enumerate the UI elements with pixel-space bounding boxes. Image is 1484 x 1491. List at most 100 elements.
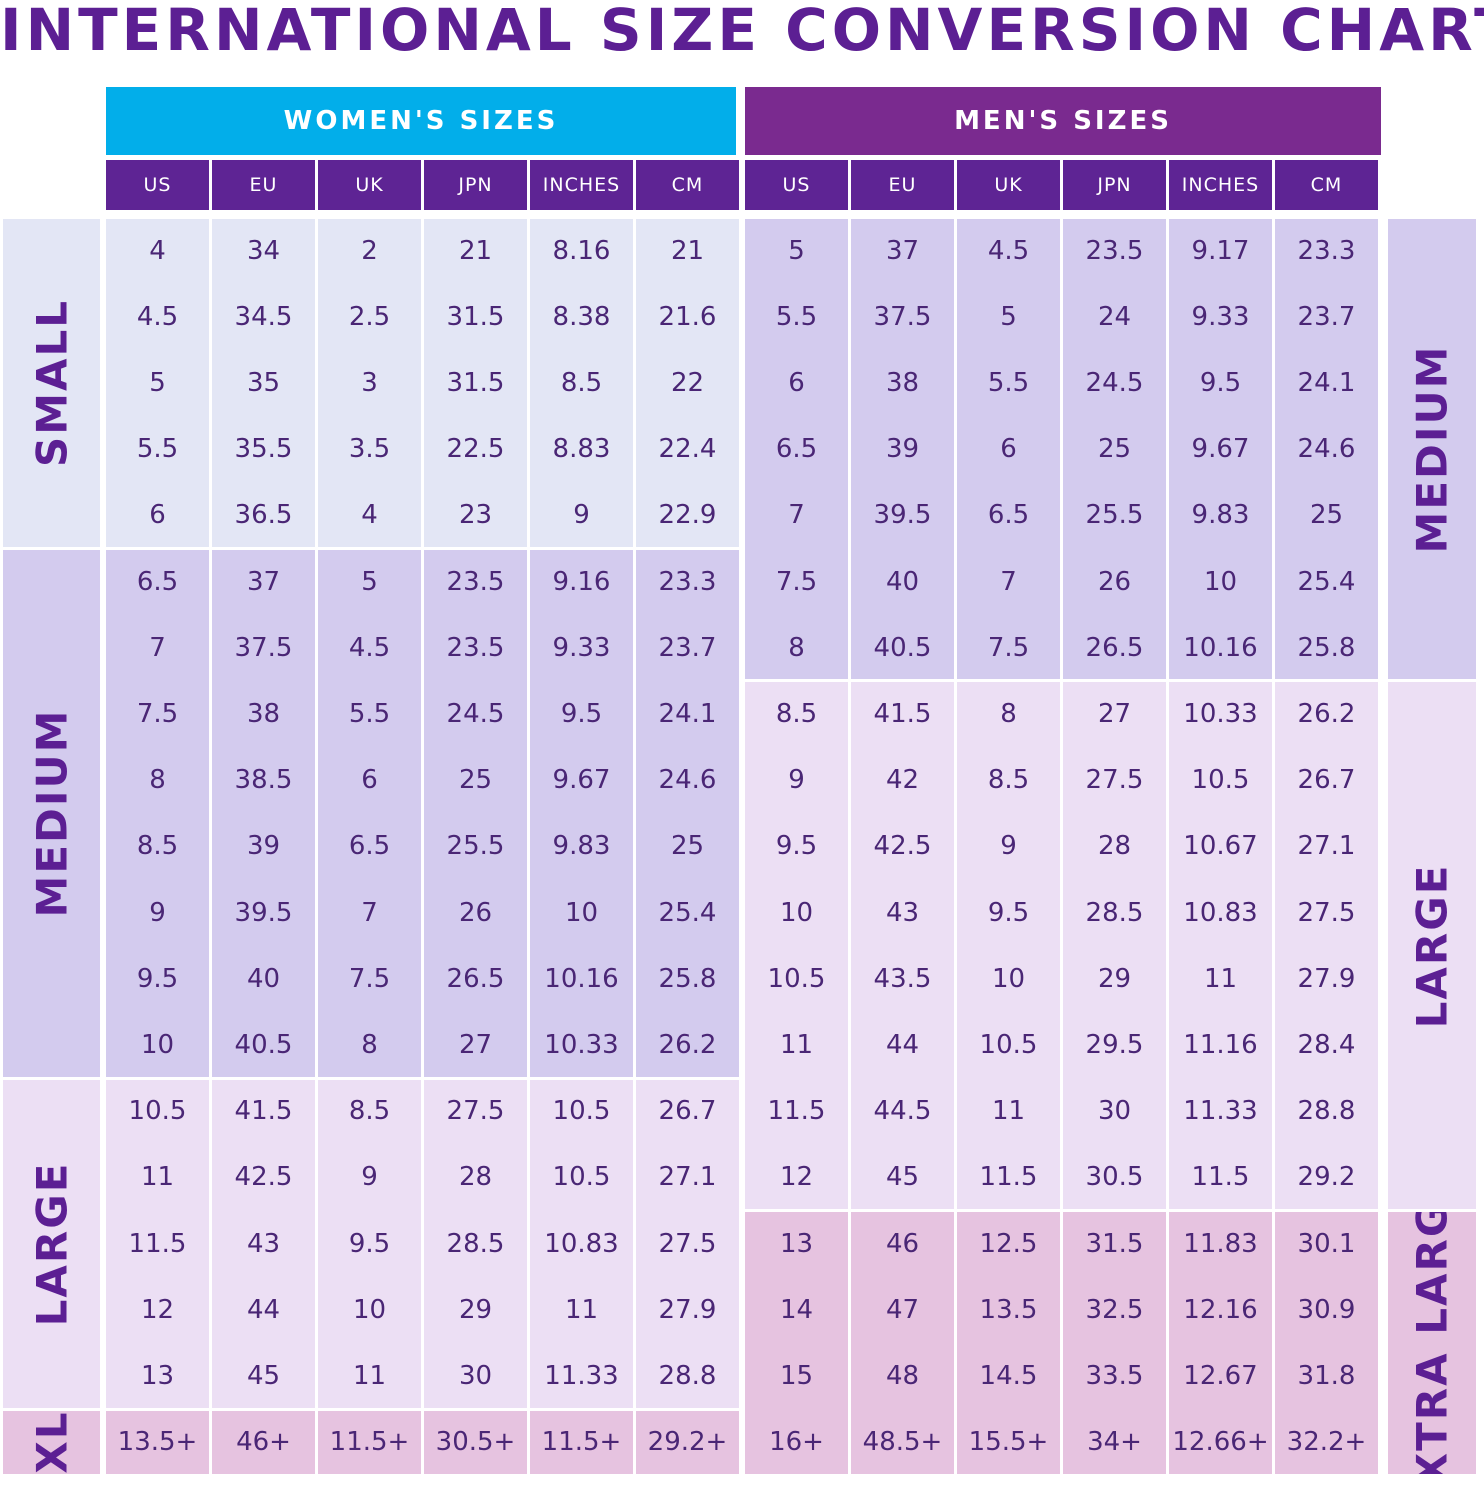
womens-column-header-uk: UK: [318, 160, 421, 210]
mens-cell-eu: 47: [885, 1294, 920, 1325]
mens-cell-jpn: 27: [1097, 698, 1132, 729]
womens-cell-us: 11: [140, 1162, 175, 1193]
womens-cell-uk: 11.5+: [329, 1427, 410, 1458]
mens-cell-eu: 40: [885, 566, 920, 597]
womens-column-header-inches: INCHES: [530, 160, 633, 210]
mens-cell-jpn: 30: [1097, 1096, 1132, 1127]
womens-band-xl-bg: [212, 1410, 315, 1474]
mens-cell-uk: 10: [991, 963, 1026, 994]
mens-band-xl-bg: [1063, 1212, 1166, 1474]
womens-cell-eu: 42.5: [234, 1162, 293, 1193]
womens-cell-uk: 8.5: [348, 1096, 391, 1127]
womens-cell-inches: 10.5: [552, 1162, 611, 1193]
band-label-text: XL: [27, 1410, 76, 1474]
womens-band-small-bg: [318, 219, 421, 547]
mens-cell-eu: 48: [885, 1360, 920, 1391]
womens-cell-eu: 35.5: [234, 434, 293, 465]
womens-cell-eu: 37: [246, 566, 281, 597]
mens-cell-inches: 12.67: [1183, 1360, 1258, 1391]
womens-cell-cm: 25: [670, 831, 705, 862]
womens-band-label-large: LARGE: [3, 1079, 100, 1408]
womens-cell-eu: 41.5: [234, 1096, 293, 1127]
mens-cell-us: 14: [779, 1294, 814, 1325]
mens-cell-inches: 10.33: [1183, 698, 1258, 729]
mens-cell-inches: 9.83: [1191, 500, 1250, 531]
mens-cell-uk: 8: [1000, 698, 1017, 729]
womens-cell-cm: 22.4: [658, 434, 717, 465]
mens-column-header-cm: CM: [1275, 160, 1378, 210]
mens-cell-jpn: 29.5: [1085, 1029, 1144, 1060]
womens-cell-us: 13.5+: [117, 1427, 198, 1458]
mens-cell-us: 9.5: [775, 831, 818, 862]
womens-cell-inches: 9.33: [552, 632, 611, 663]
womens-cell-eu: 36.5: [234, 500, 293, 531]
mens-cell-jpn: 30.5: [1085, 1162, 1144, 1193]
mens-cell-us: 8.5: [775, 698, 818, 729]
womens-cell-us: 8: [149, 765, 166, 796]
mens-cell-eu: 37: [885, 235, 920, 266]
mens-cell-eu: 44.5: [873, 1096, 932, 1127]
womens-cell-cm: 23.3: [658, 566, 717, 597]
mens-cell-inches: 11.33: [1183, 1096, 1258, 1127]
mens-band-large-bg: [1063, 682, 1166, 1209]
mens-cell-cm: 28.4: [1297, 1029, 1356, 1060]
womens-column-header-cm: CM: [636, 160, 739, 210]
womens-band-large-bg: [106, 1079, 209, 1408]
band-label-text: MEDIUM: [1407, 344, 1457, 554]
womens-band-large-bg: [212, 1079, 315, 1408]
band-label-text: SMALL: [27, 298, 76, 468]
womens-band-medium-bg: [106, 550, 209, 1077]
mens-cell-cm: 26.7: [1297, 765, 1356, 796]
womens-band-xl-bg: [636, 1410, 739, 1474]
mens-band-medium-bg: [1169, 219, 1272, 680]
womens-band-large-bg: [318, 1079, 421, 1408]
womens-cell-jpn: 30: [458, 1360, 493, 1391]
mens-cell-uk: 12.5: [979, 1228, 1038, 1259]
mens-column-header-inches: INCHES: [1169, 160, 1272, 210]
womens-cell-jpn: 24.5: [446, 698, 505, 729]
mens-cell-inches: 9.17: [1191, 235, 1250, 266]
band-label-text: EXTRA LARGE: [1407, 1212, 1457, 1474]
mens-cell-cm: 23.7: [1297, 301, 1356, 332]
womens-cell-uk: 10: [352, 1294, 387, 1325]
womens-band-label-medium: MEDIUM: [3, 550, 100, 1077]
mens-cell-inches: 11.16: [1183, 1029, 1258, 1060]
womens-cell-inches: 8.5: [560, 367, 603, 398]
mens-cell-uk: 14.5: [979, 1360, 1038, 1391]
womens-cell-inches: 9.83: [552, 831, 611, 862]
womens-cell-inches: 8.16: [552, 235, 611, 266]
mens-cell-eu: 42: [885, 765, 920, 796]
womens-cell-eu: 43: [246, 1228, 281, 1259]
mens-cell-us: 6: [788, 367, 805, 398]
womens-cell-us: 10: [140, 1029, 175, 1060]
womens-cell-us: 9.5: [136, 963, 179, 994]
womens-cell-jpn: 23: [458, 500, 493, 531]
mens-cell-inches: 9.33: [1191, 301, 1250, 332]
womens-cell-uk: 5.5: [348, 698, 391, 729]
womens-cell-jpn: 31.5: [446, 301, 505, 332]
womens-cell-uk: 7: [361, 897, 378, 928]
mens-cell-us: 6.5: [775, 434, 818, 465]
womens-band-large-bg: [636, 1079, 739, 1408]
womens-cell-uk: 5: [361, 566, 378, 597]
mens-cell-us: 13: [779, 1228, 814, 1259]
womens-cell-eu: 40: [246, 963, 281, 994]
womens-cell-uk: 6: [361, 765, 378, 796]
mens-band-medium-bg: [1275, 219, 1378, 680]
mens-cell-us: 16+: [769, 1427, 824, 1458]
mens-cell-cm: 29.2: [1297, 1162, 1356, 1193]
womens-cell-inches: 9: [573, 500, 590, 531]
mens-cell-uk: 6.5: [987, 500, 1030, 531]
mens-column-header-us: US: [745, 160, 848, 210]
womens-cell-uk: 2.5: [348, 301, 391, 332]
womens-cell-uk: 9.5: [348, 1228, 391, 1259]
mens-band-label-large: LARGE: [1388, 682, 1476, 1209]
womens-cell-inches: 8.83: [552, 434, 611, 465]
mens-cell-us: 12: [779, 1162, 814, 1193]
womens-cell-jpn: 28: [458, 1162, 493, 1193]
mens-cell-eu: 43: [885, 897, 920, 928]
mens-band-large-bg: [957, 682, 1060, 1209]
mens-cell-cm: 32.2+: [1286, 1427, 1367, 1458]
mens-cell-cm: 27.5: [1297, 897, 1356, 928]
womens-cell-jpn: 23.5: [446, 566, 505, 597]
